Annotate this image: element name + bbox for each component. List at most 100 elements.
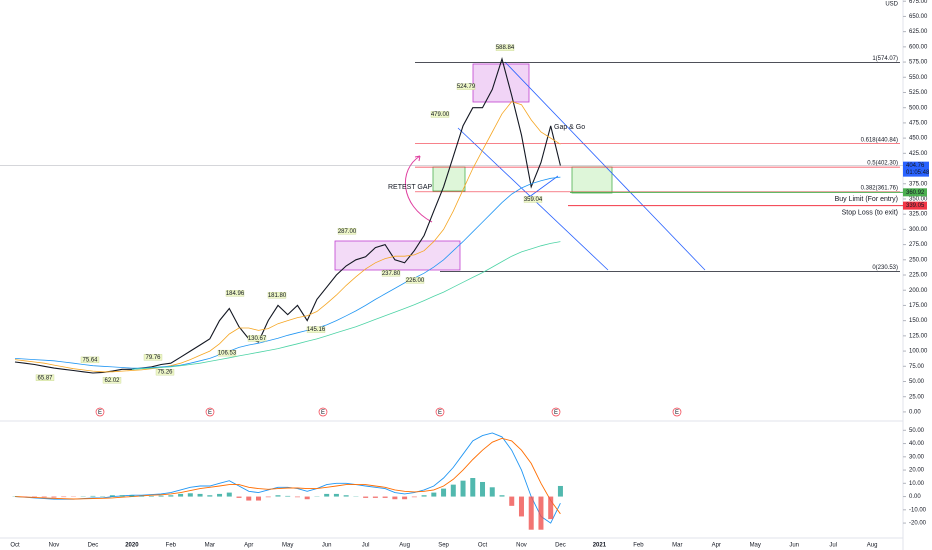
annotation-label: 75.64 bbox=[82, 357, 98, 363]
histogram-bar bbox=[372, 496, 378, 498]
y-tick-label: -20.00 bbox=[909, 521, 927, 527]
y-tick-label: 550.00 bbox=[909, 75, 928, 81]
price-tag bbox=[903, 188, 927, 197]
annotation-box bbox=[495, 44, 515, 51]
x-tick-label: Mar bbox=[672, 543, 682, 549]
x-tick-label: Jun bbox=[789, 543, 799, 549]
y-tick-label: 75.00 bbox=[909, 364, 925, 370]
x-tick-label: Sep bbox=[438, 543, 449, 549]
y-tick-label: 0.00 bbox=[909, 494, 921, 500]
annotation-label: 106.53 bbox=[218, 351, 237, 357]
annotation-label: 287.00 bbox=[338, 229, 357, 235]
histogram-bar bbox=[236, 496, 242, 498]
histogram-bar bbox=[148, 495, 154, 497]
histogram-bar bbox=[489, 487, 495, 497]
histogram-bar bbox=[265, 496, 271, 498]
annotation-box bbox=[405, 277, 425, 284]
histogram-bar bbox=[217, 493, 223, 497]
y-tick-label: 450.00 bbox=[909, 136, 928, 142]
arrow-head bbox=[414, 155, 421, 162]
series-line bbox=[14, 101, 561, 373]
histogram-bar bbox=[421, 495, 427, 497]
x-tick-label: Feb bbox=[166, 543, 177, 549]
x-tick-label: May bbox=[750, 543, 761, 549]
y-tick-label: 575.00 bbox=[909, 60, 928, 66]
y-tick-label: 125.00 bbox=[909, 333, 928, 339]
buy-limit-label: Buy Limit (For entry) bbox=[835, 196, 898, 203]
annotation-box bbox=[217, 349, 237, 357]
annotation-label: 524.79 bbox=[457, 84, 476, 90]
x-tick-label: May bbox=[282, 543, 293, 549]
earnings-label: E bbox=[675, 410, 679, 416]
y-tick-label: 375.00 bbox=[909, 181, 928, 187]
histogram-bar bbox=[294, 496, 300, 498]
y-tick-label: 30.00 bbox=[909, 454, 925, 460]
fib-label: 1(574.07) bbox=[872, 56, 898, 62]
histogram-bar bbox=[51, 496, 57, 498]
annotation-label: 79.76 bbox=[145, 355, 161, 361]
y-tick-label: 425.00 bbox=[909, 151, 928, 157]
earnings-marker bbox=[318, 407, 328, 417]
currency: USD bbox=[885, 2, 898, 8]
curved-arrow bbox=[405, 155, 433, 223]
y-tick-label: 100.00 bbox=[909, 349, 928, 355]
histogram-bar bbox=[450, 484, 456, 497]
note: RETEST GAP bbox=[388, 184, 433, 191]
histogram-bar bbox=[275, 495, 281, 497]
histogram-bar bbox=[382, 496, 388, 498]
price-tag bbox=[903, 201, 927, 210]
histogram-bar bbox=[324, 493, 330, 497]
series-line bbox=[14, 176, 561, 369]
histogram-bar bbox=[246, 496, 252, 501]
histogram-bar bbox=[187, 493, 193, 497]
annotation-label: 65.87 bbox=[37, 375, 53, 381]
y-tick-label: 10.00 bbox=[909, 481, 925, 487]
price-tag-label: 404.76 bbox=[906, 163, 925, 169]
annotation-box bbox=[430, 111, 450, 118]
y-tick-label: 0.00 bbox=[909, 409, 921, 415]
earnings-marker bbox=[435, 407, 445, 417]
x-tick-label: Feb bbox=[633, 543, 644, 549]
histogram-bar bbox=[109, 495, 115, 497]
histogram-bar bbox=[480, 481, 486, 497]
histogram-bar bbox=[119, 495, 125, 497]
histogram-bar bbox=[31, 496, 37, 498]
x-tick-label: Aug bbox=[399, 543, 410, 549]
histogram-bar bbox=[363, 496, 369, 498]
earnings-label: E bbox=[208, 410, 212, 416]
y-tick-label: 40.00 bbox=[909, 441, 925, 447]
price-tag-label: 360.92 bbox=[906, 190, 925, 196]
x-tick-label: Nov bbox=[49, 543, 60, 549]
histogram-bar bbox=[499, 495, 505, 497]
y-tick-label: 525.00 bbox=[909, 90, 928, 96]
trend-line bbox=[524, 175, 559, 201]
histogram-bar bbox=[518, 496, 524, 517]
histogram-bar bbox=[441, 488, 447, 497]
annotation-label: 359.04 bbox=[524, 197, 543, 203]
earnings-marker bbox=[672, 407, 682, 417]
histogram-bar bbox=[168, 495, 174, 497]
annotation-label: 588.84 bbox=[496, 45, 515, 51]
histogram-bar bbox=[548, 496, 554, 520]
fib-label: 0.618(440.84) bbox=[861, 137, 898, 143]
histogram-bar bbox=[528, 496, 534, 530]
y-tick-label: 25.00 bbox=[909, 394, 925, 400]
histogram-bar bbox=[207, 495, 213, 497]
note: Gap & Go bbox=[554, 124, 585, 131]
y-tick-label: 475.00 bbox=[909, 120, 928, 126]
histogram-bar bbox=[256, 496, 261, 501]
histogram-bar bbox=[392, 496, 398, 500]
y-tick-label: 200.00 bbox=[909, 288, 928, 294]
histogram-bar bbox=[557, 485, 563, 497]
y-tick-label: 50.00 bbox=[909, 379, 925, 385]
annotation-label: 130.67 bbox=[248, 336, 267, 342]
annotation-box bbox=[155, 368, 175, 376]
x-tick-label: Jul bbox=[362, 543, 370, 549]
y-tick-label: 350.00 bbox=[909, 197, 928, 203]
x-tick-label: Oct bbox=[478, 543, 488, 549]
histogram-bar bbox=[158, 495, 164, 497]
histogram-bar bbox=[431, 492, 437, 497]
histogram-bar bbox=[41, 496, 47, 498]
price-tag bbox=[903, 161, 929, 177]
y-tick-label: 625.00 bbox=[909, 29, 928, 35]
